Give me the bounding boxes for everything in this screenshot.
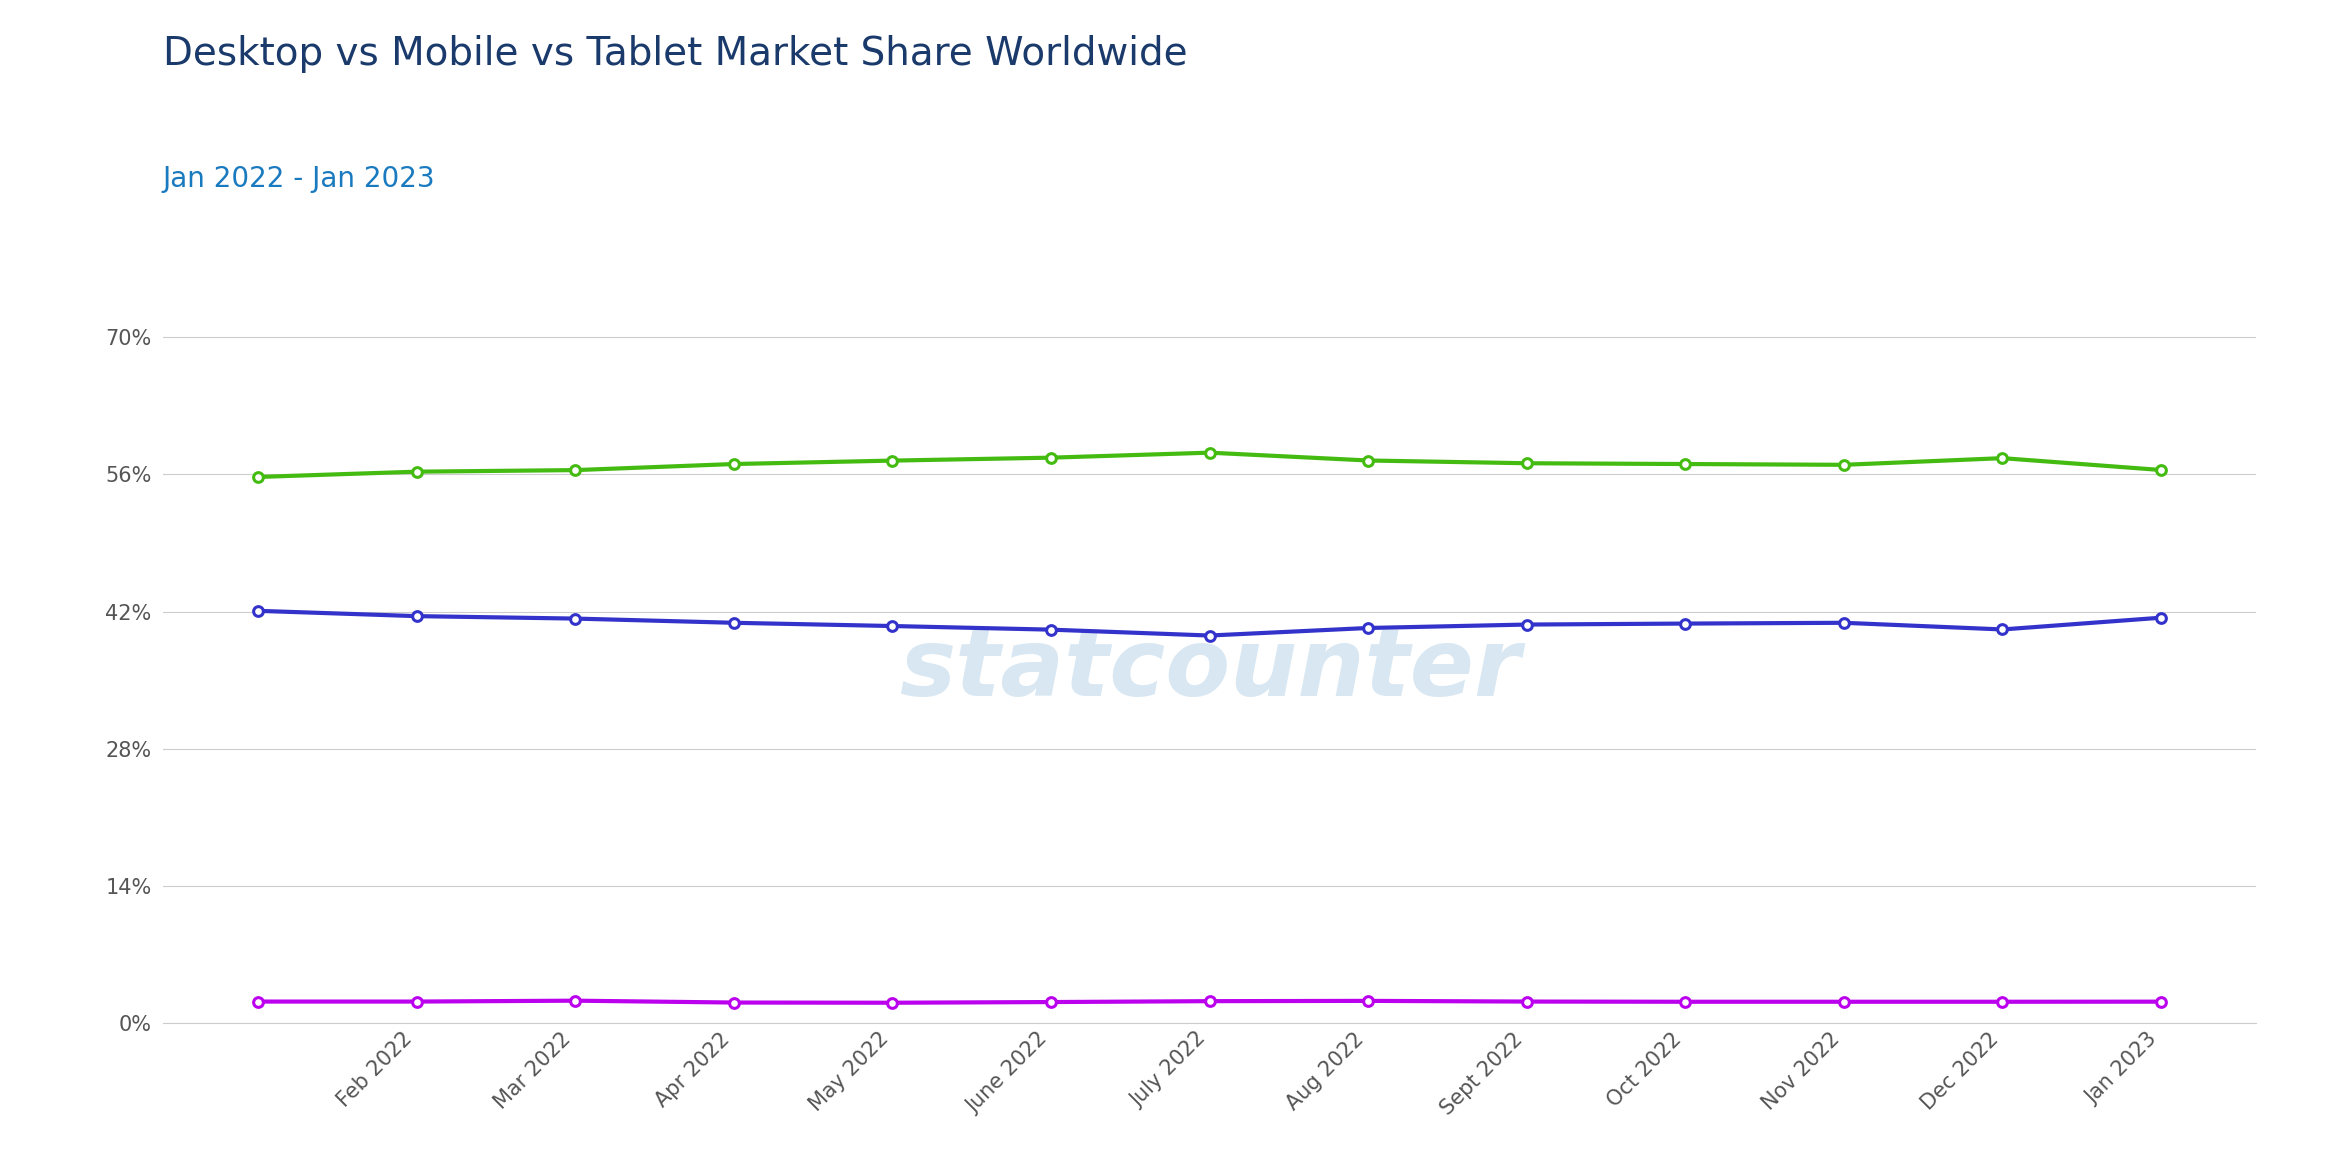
Text: Desktop vs Mobile vs Tablet Market Share Worldwide: Desktop vs Mobile vs Tablet Market Share… <box>163 35 1189 73</box>
Text: statcounter: statcounter <box>898 624 1521 716</box>
Text: Jan 2022 - Jan 2023: Jan 2022 - Jan 2023 <box>163 165 435 193</box>
